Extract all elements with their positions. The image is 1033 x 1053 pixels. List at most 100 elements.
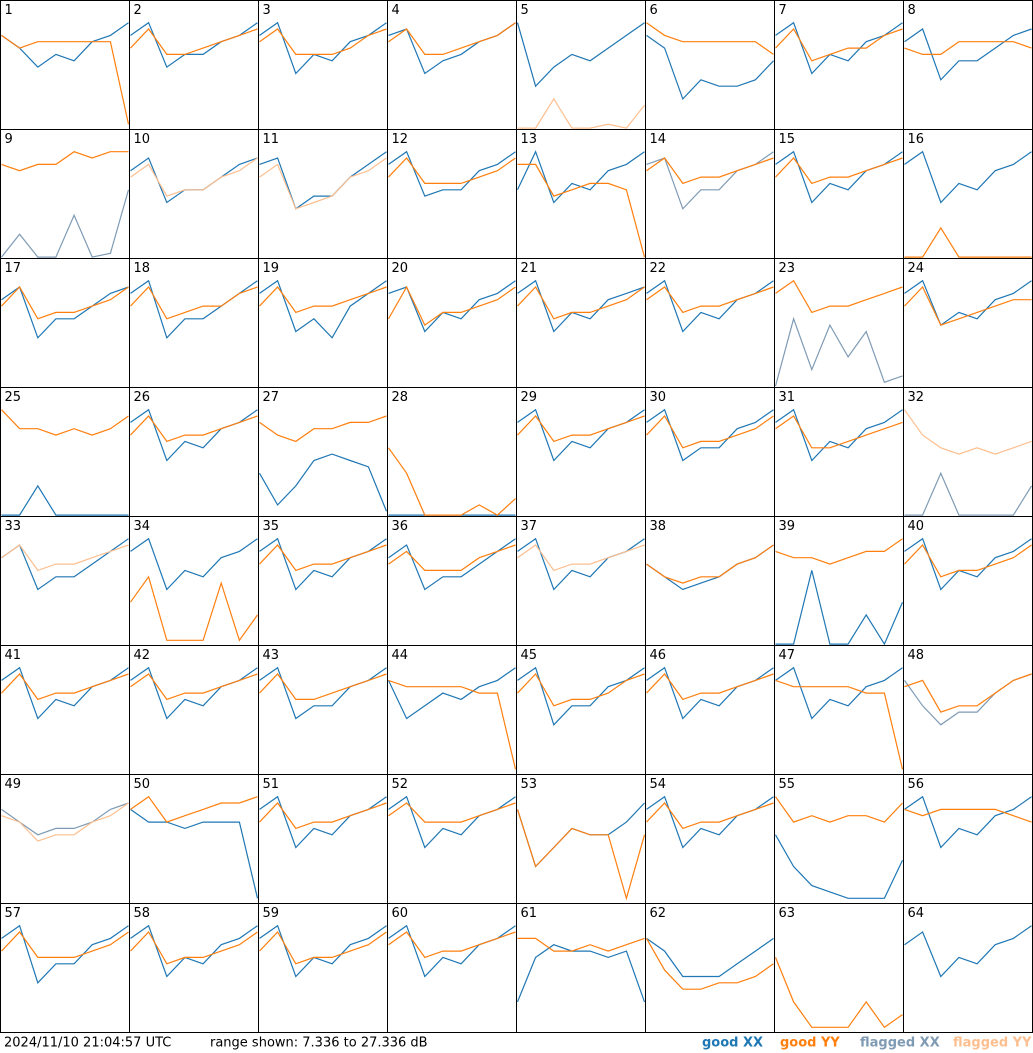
spectrum-line <box>517 97 645 129</box>
panel-label: 20 <box>392 261 409 276</box>
panel <box>0 0 130 130</box>
spectrum-line <box>130 673 258 701</box>
panel-label: 1 <box>5 3 13 18</box>
panel <box>903 387 1033 517</box>
panel-label: 29 <box>521 390 538 405</box>
spectrum-line <box>646 408 774 462</box>
panel <box>903 258 1033 388</box>
panel <box>903 0 1033 130</box>
spectrum-line <box>387 667 516 720</box>
legend-entry: flagged YY <box>953 1036 1032 1051</box>
spectrum-line <box>775 796 903 823</box>
spectrum-line <box>259 415 387 443</box>
spectrum-line <box>259 544 387 572</box>
spectrum-line <box>388 544 516 572</box>
spectrum-line <box>1 22 129 68</box>
panel <box>258 516 388 646</box>
panel <box>258 0 388 130</box>
spectrum-line <box>517 673 645 707</box>
panel-label: 51 <box>263 777 280 792</box>
spectrum-line <box>1 189 130 258</box>
spectrum-line <box>904 28 1032 81</box>
panel <box>516 645 646 775</box>
spectrum-line <box>258 453 388 512</box>
panel <box>903 645 1033 775</box>
spectrum-line <box>1 409 129 436</box>
panel <box>129 129 259 259</box>
panel <box>516 0 646 130</box>
panel <box>387 903 517 1033</box>
panel <box>0 258 130 388</box>
panel-label: 12 <box>392 132 409 147</box>
panel <box>387 774 517 904</box>
panel-label: 33 <box>5 519 22 534</box>
spectrum-line <box>387 285 516 326</box>
panel <box>387 387 517 517</box>
panel <box>0 903 130 1033</box>
panel-label: 47 <box>779 648 796 663</box>
spectrum-line <box>517 279 645 333</box>
spectrum-line <box>774 957 903 1029</box>
panel <box>387 258 517 388</box>
spectrum-line <box>646 544 774 584</box>
spectrum-line <box>259 151 387 210</box>
panel-label: 4 <box>392 3 400 18</box>
panel <box>129 903 259 1033</box>
panel-label: 16 <box>908 132 925 147</box>
spectrum-line <box>775 666 903 720</box>
spectrum-line <box>388 679 517 770</box>
spectrum-line <box>904 925 1032 978</box>
spectrum-line <box>646 286 774 314</box>
panel-label: 13 <box>521 132 538 147</box>
spectrum-line <box>775 279 903 314</box>
panel-label: 5 <box>521 3 529 18</box>
timestamp: 2024/11/10 21:04:57 UTC <box>4 1036 171 1051</box>
panel <box>645 258 775 388</box>
spectrum-line <box>516 22 645 88</box>
spectrum-line <box>775 21 903 75</box>
panel-label: 17 <box>5 261 22 276</box>
legend-entry: good YY <box>780 1036 840 1051</box>
spectrum-line <box>259 21 387 75</box>
panel-label: 42 <box>134 648 151 663</box>
spectrum-line <box>259 673 387 701</box>
spectrum-line <box>904 41 1032 56</box>
panel <box>258 645 388 775</box>
spectrum-line <box>388 538 516 591</box>
panel-label: 2 <box>134 3 142 18</box>
panel <box>129 645 259 775</box>
spectrum-line <box>1 802 129 842</box>
panel <box>516 129 646 259</box>
spectrum-line <box>388 150 516 197</box>
panel-label: 28 <box>392 390 409 405</box>
spectrum-line <box>904 544 1032 578</box>
spectrum-line <box>517 415 645 443</box>
panel-label: 31 <box>779 390 796 405</box>
spectrum-line <box>259 157 387 210</box>
panel <box>258 774 388 904</box>
spectrum-line <box>130 924 258 978</box>
spectrum-line <box>259 286 387 314</box>
panel <box>774 387 904 517</box>
spectrum-line <box>130 415 258 443</box>
panel <box>774 903 904 1033</box>
spectrum-line <box>259 924 387 978</box>
panel <box>0 645 130 775</box>
panel <box>258 903 388 1033</box>
panel-label: 53 <box>521 777 538 792</box>
panel-label: 38 <box>650 519 667 534</box>
spectrum-line <box>259 802 387 830</box>
spectrum-line <box>516 944 646 1003</box>
spectrum-line <box>646 157 774 185</box>
panel <box>387 129 517 259</box>
spectrum-line <box>517 666 645 726</box>
panel-label: 23 <box>779 261 796 276</box>
panel-label: 30 <box>650 390 667 405</box>
panel <box>516 516 646 646</box>
spectrum-line <box>517 937 645 952</box>
panel-label: 22 <box>650 261 667 276</box>
spectrum-line <box>775 28 903 62</box>
panel <box>0 129 130 259</box>
panel <box>0 516 130 646</box>
panel <box>516 774 646 904</box>
